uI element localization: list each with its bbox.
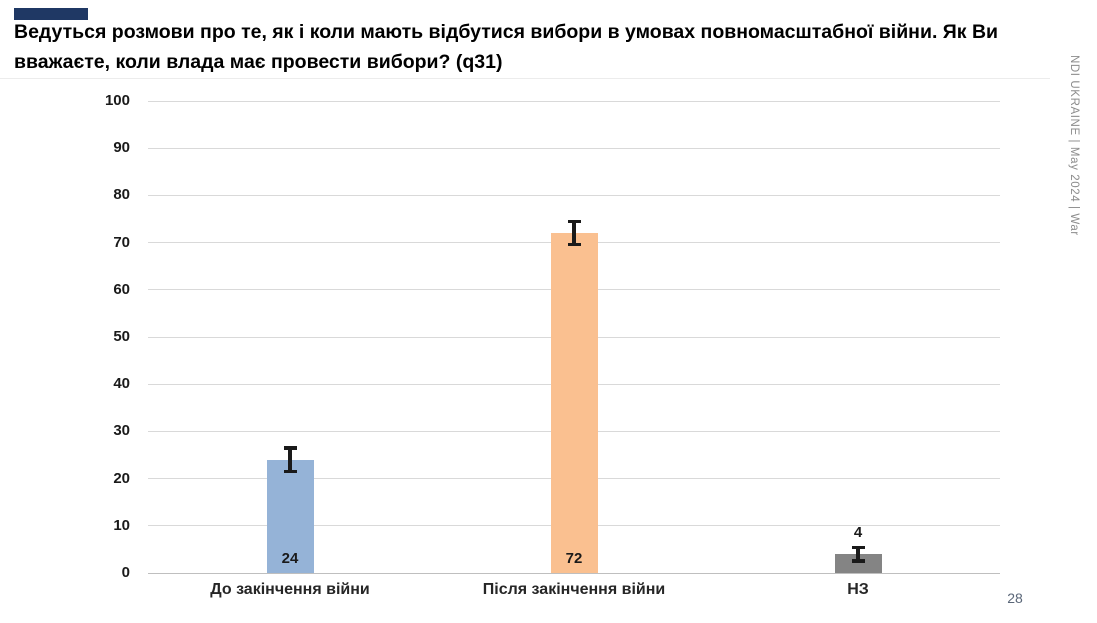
title-divider [0,78,1050,79]
y-tick-label: 20 [113,469,130,487]
error-bar-cap [567,219,581,224]
bar [550,233,598,573]
error-bar [572,221,576,245]
gridline [148,100,1000,102]
x-axis-line [148,572,1000,574]
y-tick-label: 0 [121,564,130,581]
bar-value-label: 4 [853,524,863,542]
y-axis: 0 10 20 30 40 50 60 70 80 90 100 [0,92,140,581]
y-tick-label: 60 [113,280,130,298]
error-bar-cap [283,446,297,450]
x-category-label: НЗ [847,581,869,598]
accent-bar [14,8,88,20]
bar-value-label: 24 [281,550,299,567]
gridline [148,147,1000,149]
y-tick-label: 30 [113,422,130,440]
bar [266,459,314,573]
x-category-label: Після закінчення війни [482,581,666,598]
gridline [148,194,1000,196]
y-tick-label: 50 [113,328,130,345]
error-bar [288,447,292,472]
error-bar-cap [851,559,865,563]
x-axis: До закінчення війни Після закінчення війн… [148,581,1000,609]
slide-title: Ведуться розмови про те, як і коли мають… [14,21,999,73]
error-bar [856,547,860,562]
y-tick-label: 40 [113,375,130,393]
page-number: 28 [1007,590,1023,606]
side-label: NDI UKRAINE | May 2024 | War [1068,55,1080,236]
error-bar-cap [851,545,865,550]
error-bar-cap [283,469,297,474]
x-category-label: До закінчення війни [210,581,370,598]
error-bar-cap [567,242,581,247]
y-tick-label: 80 [113,186,130,204]
y-tick-label: 100 [104,92,130,109]
y-tick-label: 70 [113,233,130,251]
y-tick-label: 10 [113,516,130,534]
y-tick-label: 90 [113,139,130,157]
bar-value-label: 72 [565,550,583,567]
plot-area: 24 72 4 [148,100,1000,574]
bar [834,554,882,573]
